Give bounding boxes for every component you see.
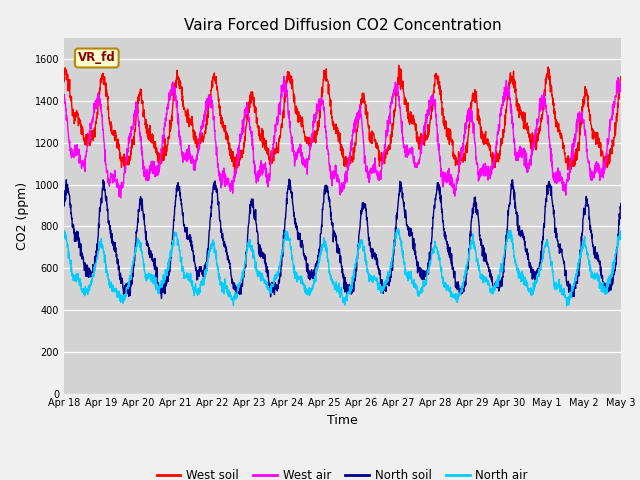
X-axis label: Time: Time — [327, 414, 358, 427]
Text: VR_fd: VR_fd — [78, 51, 116, 64]
Legend: West soil, West air, North soil, North air: West soil, West air, North soil, North a… — [152, 465, 532, 480]
Title: Vaira Forced Diffusion CO2 Concentration: Vaira Forced Diffusion CO2 Concentration — [184, 18, 501, 33]
Y-axis label: CO2 (ppm): CO2 (ppm) — [16, 182, 29, 250]
